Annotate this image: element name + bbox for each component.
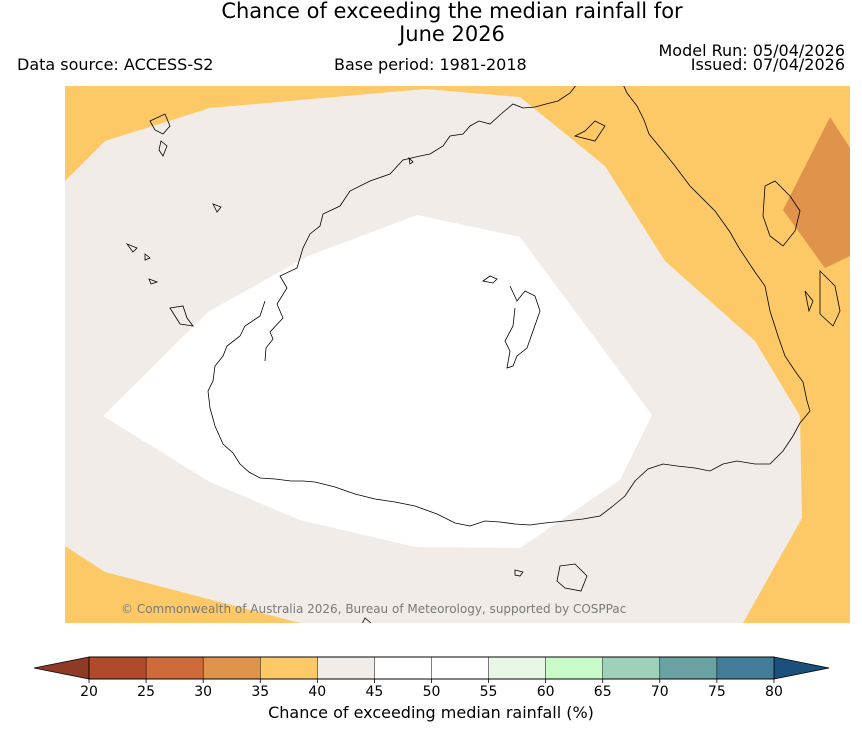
small-island-5 xyxy=(408,156,414,165)
colorbar-tick-label: 65 xyxy=(594,684,612,698)
colorbar-cell-45-50 xyxy=(374,656,433,680)
base-period-label: Base period: 1981-2018 xyxy=(334,55,527,74)
colorbar-tick-label: 55 xyxy=(480,684,498,698)
north-island xyxy=(149,113,171,157)
colorbar: 20 25 30 35 40 45 50 55 60 65 70 75 80 xyxy=(33,656,830,698)
south-tip xyxy=(362,617,372,623)
colorbar-cell-50-55 xyxy=(431,656,490,680)
chart-title: Chance of exceeding the median rainfall … xyxy=(0,0,862,46)
rainfall-map: © Commonwealth of Australia 2026, Bureau… xyxy=(65,86,850,623)
colorbar-cell-25-30 xyxy=(145,656,204,680)
data-source-label: Data source: ACCESS-S2 xyxy=(17,55,214,74)
south-island xyxy=(556,563,588,592)
west-island xyxy=(169,305,194,327)
small-island-1 xyxy=(212,203,222,213)
colorbar-tick-label: 35 xyxy=(251,684,269,698)
model-run-label: Model Run: 05/04/2026 xyxy=(658,41,846,60)
colorbar-cell-20-25 xyxy=(88,656,147,680)
colorbar-tick-label: 80 xyxy=(765,684,783,698)
main-coastline xyxy=(207,86,811,527)
colorbar-tick-label: 40 xyxy=(308,684,326,698)
tiny-islet xyxy=(514,569,524,577)
colorbar-cell-65-70 xyxy=(602,656,661,680)
colorbar-cells xyxy=(88,656,775,680)
coastline xyxy=(125,86,841,623)
small-island-2 xyxy=(125,243,138,253)
issued-label: Issued: 07/04/2026 xyxy=(690,55,845,74)
colorbar-tick-label: 75 xyxy=(708,684,726,698)
small-island-3 xyxy=(144,253,151,261)
colorbar-under-arrow xyxy=(34,657,89,679)
colorbar-tick-label: 60 xyxy=(537,684,555,698)
colorbar-tick-label: 70 xyxy=(651,684,669,698)
colorbar-tick-label: 50 xyxy=(423,684,441,698)
colorbar-tick-label: 25 xyxy=(137,684,155,698)
east-coast-islands xyxy=(573,120,841,327)
eastern-landmass xyxy=(504,285,541,369)
colorbar-label: Chance of exceeding median rainfall (%) xyxy=(268,703,594,722)
region-30-35-east xyxy=(783,117,850,268)
colorbar-ticks: 20 25 30 35 40 45 50 55 60 65 70 75 80 xyxy=(80,679,783,698)
small-island-4 xyxy=(148,278,159,285)
colorbar-cell-70-75 xyxy=(659,656,718,680)
colorbar-tick-label: 30 xyxy=(194,684,212,698)
colorbar-cell-75-80 xyxy=(716,656,775,680)
colorbar-cell-55-60 xyxy=(488,656,547,680)
colorbar-cell-30-35 xyxy=(202,656,261,680)
east-landmass xyxy=(762,180,801,247)
title-line-1: Chance of exceeding the median rainfall … xyxy=(221,0,683,23)
colorbar-cell-60-65 xyxy=(545,656,604,680)
colorbar-over-arrow xyxy=(774,657,829,679)
colorbar-tick-label: 20 xyxy=(80,684,98,698)
colorbar-cell-40-45 xyxy=(317,656,375,680)
title-line-2: June 2026 xyxy=(399,22,505,46)
colorbar-tick-label: 45 xyxy=(365,684,383,698)
colorbar-cell-35-40 xyxy=(259,656,318,680)
copyright-text: © Commonwealth of Australia 2026, Bureau… xyxy=(121,602,626,616)
inland-feature xyxy=(482,275,498,284)
